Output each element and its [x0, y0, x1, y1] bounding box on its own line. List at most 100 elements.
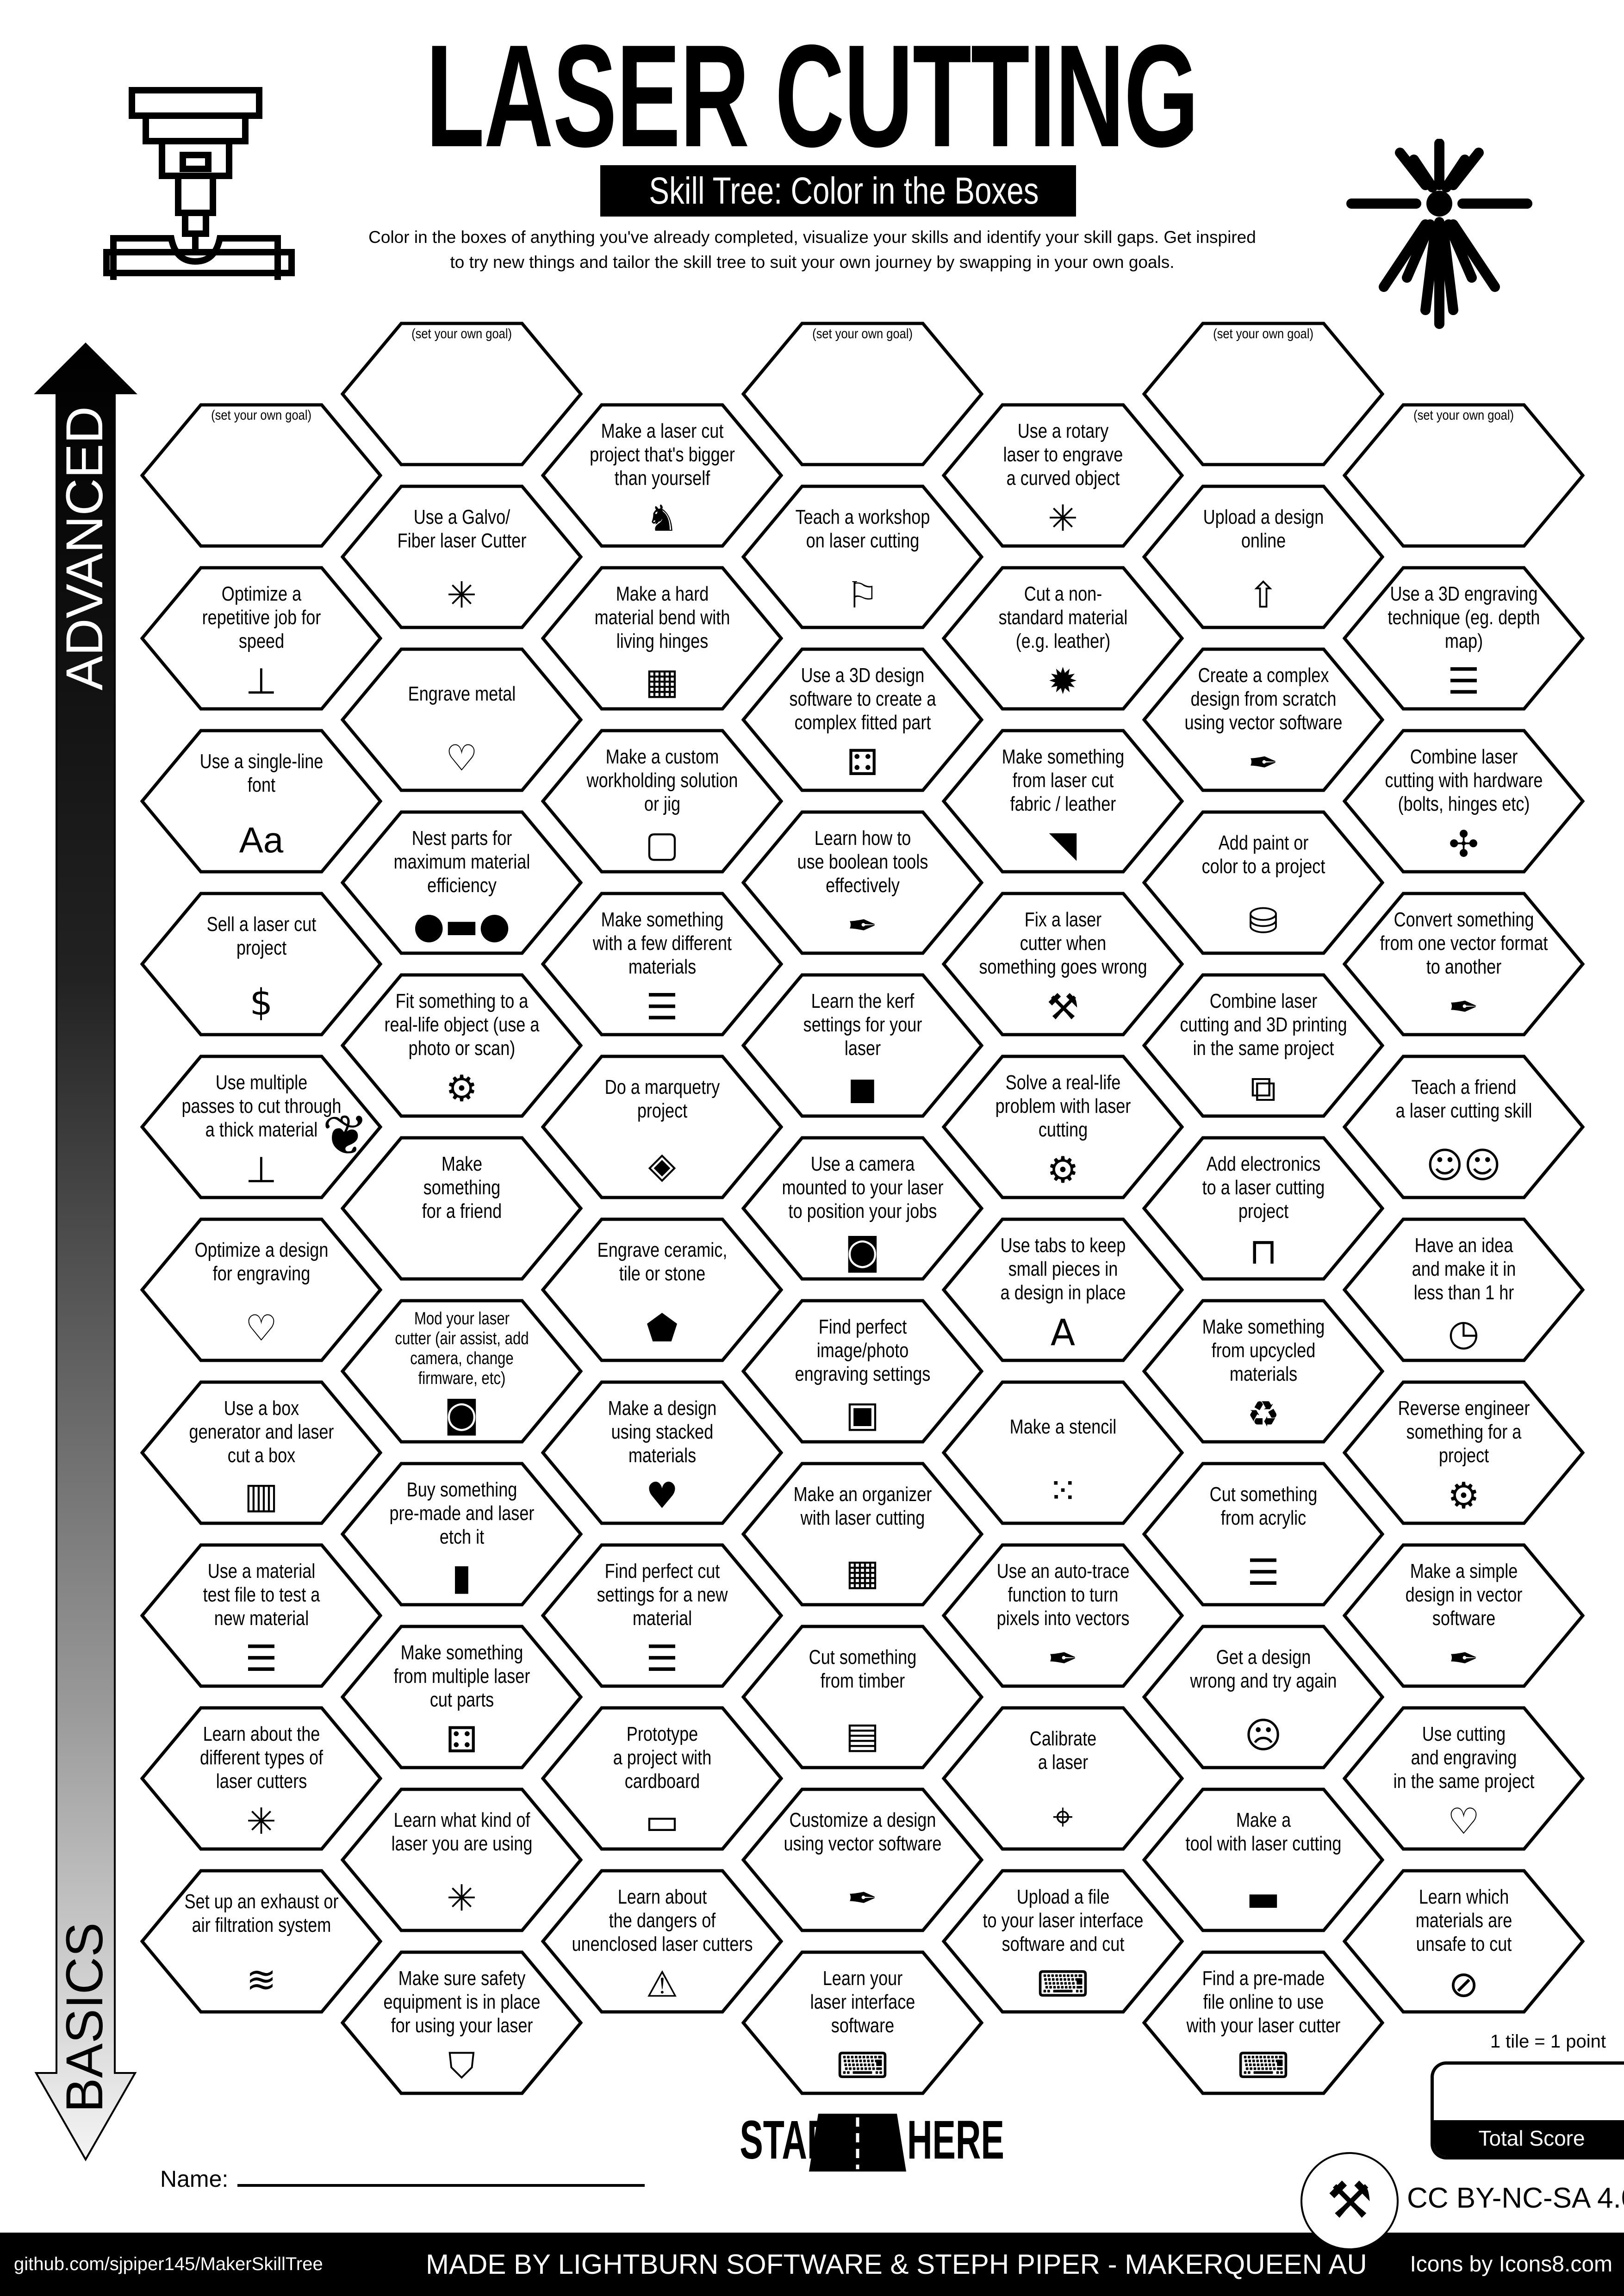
skill-tile[interactable]: Find perfect image/photo engraving setti… [741, 1299, 983, 1444]
skill-tile[interactable]: Learn which materials are unsafe to cut ⊘ [1343, 1869, 1585, 2014]
skill-tile[interactable]: Use a Galvo/ Fiber laser Cutter ✳ [341, 484, 583, 629]
skill-tile[interactable]: Make a simple design in vector software ✒ [1343, 1543, 1585, 1688]
skill-tile[interactable]: Cut something from timber ▤ [741, 1625, 983, 1769]
skill-tile[interactable]: Learn the kerf settings for your laser ◼ [741, 973, 983, 1118]
skill-tile[interactable]: Set up an exhaust or air filtration syst… [140, 1869, 382, 2014]
skill-tile[interactable]: Make something from upcycled materials ♻ [1142, 1299, 1384, 1444]
skill-tile[interactable]: Fit something to a real-life object (use… [341, 973, 583, 1118]
skill-tile[interactable]: Calibrate a laser ⌖ [942, 1706, 1184, 1851]
hex-outline [140, 566, 382, 711]
skill-tile[interactable]: Make something with a few different mate… [541, 892, 783, 1036]
total-score-box[interactable]: Total Score [1431, 2061, 1624, 2159]
skill-tile[interactable]: Cut a non- standard material (e.g. leath… [942, 566, 1184, 711]
skill-tile[interactable]: Add paint or color to a project ⛁ [1142, 810, 1384, 955]
money-bag-icon: $ [249, 982, 273, 1024]
skill-tile[interactable]: Use a rotary laser to engrave a curved o… [942, 403, 1184, 548]
skill-label: Use an auto-trace function to turn pixel… [996, 1560, 1129, 1630]
skill-tile[interactable]: Teach a workshop on laser cutting ⚐ [741, 484, 983, 629]
skill-tile[interactable]: Engrave ceramic, tile or stone ⬟ [541, 1217, 783, 1362]
skill-tile[interactable]: Mod your laser cutter (air assist, add c… [341, 1299, 583, 1444]
skill-tile[interactable]: Have an idea and make it in less than 1 … [1343, 1217, 1585, 1362]
marquetry-icon: ◈ [648, 1145, 676, 1186]
hex-outline [1142, 484, 1384, 629]
skill-tile-custom-goal[interactable]: (set your own goal) [741, 322, 983, 466]
skill-tile[interactable]: Make a stencil ⁙ [942, 1380, 1184, 1525]
skill-tile[interactable]: Add electronics to a laser cutting proje… [1142, 1136, 1384, 1281]
skill-tile[interactable]: Make a design using stacked materials ♥ [541, 1380, 783, 1525]
skill-tile[interactable]: Solve a real-life problem with laser cut… [942, 1055, 1184, 1199]
skill-tile[interactable]: Combine laser cutting and 3D printing in… [1142, 973, 1384, 1118]
skill-tile[interactable]: Customize a design using vector software… [741, 1787, 983, 1932]
skill-tile[interactable]: Use a material test file to test a new m… [140, 1543, 382, 1688]
organizer-icon: ▦ [845, 1552, 880, 1594]
burst-ray [1441, 155, 1470, 192]
skill-tile[interactable]: Use multiple passes to cut through a thi… [140, 1055, 382, 1199]
name-field[interactable] [237, 2184, 645, 2187]
skill-tile-custom-goal[interactable]: (set your own goal) [1142, 322, 1384, 466]
skill-tile[interactable]: Make a tool with laser cutting ▬ [1142, 1787, 1384, 1932]
skill-tile[interactable]: Make a laser cut project that's bigger t… [541, 403, 783, 548]
skill-tile-custom-goal[interactable]: (set your own goal) [341, 322, 583, 466]
skill-tile[interactable]: Learn your laser interface software ⌨ [741, 1950, 983, 2095]
skill-tile[interactable]: Make sure safety equipment is in place f… [341, 1950, 583, 2095]
skill-tile[interactable]: Optimize a repetitive job for speed ⊥ [140, 566, 382, 711]
github-link[interactable]: github.com/sjpiper145/MakerSkillTree [14, 2254, 323, 2274]
skill-tile[interactable]: Learn what kind of laser you are using ✳ [341, 1787, 583, 1932]
skill-tile[interactable]: Learn about the different types of laser… [140, 1706, 382, 1851]
hex-outline [741, 1950, 983, 2095]
skill-tile[interactable]: Make something for a friend ❦ [322, 1104, 583, 1281]
skill-tile[interactable]: Cut something from acrylic ☰ [1142, 1462, 1384, 1607]
skill-tile[interactable]: Make a custom workholding solution or ji… [541, 729, 783, 874]
skill-tile[interactable]: Use a 3D design software to create a com… [741, 647, 983, 792]
hex-outline [1343, 566, 1585, 711]
skill-tile[interactable]: Make something from multiple laser cut p… [341, 1625, 583, 1769]
skill-tile[interactable]: Engrave metal ♡ [341, 647, 583, 792]
warning-icon: ⚠ [646, 1964, 678, 2005]
skill-tile[interactable]: Convert something from one vector format… [1343, 892, 1585, 1036]
hex-outline [541, 729, 783, 874]
skill-tile[interactable]: Prototype a project with cardboard ▭ [541, 1706, 783, 1851]
skill-tile-custom-goal[interactable]: (set your own goal) [1343, 403, 1585, 548]
skill-tile[interactable]: Use tabs to keep small pieces in a desig… [942, 1217, 1184, 1362]
skill-label: Make something from upcycled materials [1202, 1316, 1325, 1385]
skill-tile[interactable]: Optimize a design for engraving ♡ [140, 1217, 382, 1362]
skill-tile[interactable]: Use an auto-trace function to turn pixel… [942, 1543, 1184, 1688]
skill-tile[interactable]: Find a pre-made file online to use with … [1142, 1950, 1384, 2095]
skill-tile[interactable]: Learn about the dangers of unenclosed la… [541, 1869, 783, 2014]
hex-outline [942, 1543, 1184, 1688]
skill-tile[interactable]: Sell a laser cut project $ [140, 892, 382, 1036]
skill-tile[interactable]: Learn how to use boolean tools effective… [741, 810, 983, 955]
skill-tile[interactable]: Get a design wrong and try again ☹ [1142, 1625, 1384, 1769]
skill-tile[interactable]: Create a complex design from scratch usi… [1142, 647, 1384, 792]
burst-ray [1448, 219, 1500, 292]
skill-tile[interactable]: Use a 3D engraving technique (eg. depth … [1343, 566, 1585, 711]
hex-outline [541, 892, 783, 1036]
hex-outline [341, 322, 583, 466]
hex-outline [942, 1380, 1184, 1525]
skill-tile[interactable]: Use a camera mounted to your laser to po… [741, 1136, 983, 1281]
skill-tile[interactable]: Buy something pre-made and laser etch it… [341, 1462, 583, 1607]
skill-tile[interactable]: Use cutting and engraving in the same pr… [1343, 1706, 1585, 1851]
skill-label: Make a stencil [1009, 1415, 1116, 1438]
skill-tile[interactable]: Fix a laser cutter when something goes w… [942, 892, 1184, 1036]
skill-tile[interactable]: Make an organizer with laser cutting ▦ [741, 1462, 983, 1607]
skill-tile[interactable]: Use a box generator and laser cut a box ▥ [140, 1380, 382, 1525]
skill-tile[interactable]: Upload a design online ⇧ [1142, 484, 1384, 629]
skill-tile-custom-goal[interactable]: (set your own goal) [140, 403, 382, 548]
skill-tile[interactable]: Use a single-line font Aa [140, 729, 382, 874]
skill-label: Mod your laser cutter (air assist, add c… [394, 1309, 529, 1388]
skill-tile[interactable]: Upload a file to your laser interface so… [942, 1869, 1184, 2014]
skill-label: Use a single-line font [199, 750, 323, 796]
skill-tile[interactable]: Do a marquetry project ◈ [541, 1055, 783, 1199]
skill-label: Prototype a project with cardboard [613, 1723, 711, 1793]
hex-outline [1142, 1950, 1384, 2095]
skill-tile[interactable]: Reverse engineer something for a project… [1343, 1380, 1585, 1525]
skill-tile[interactable]: Make a hard material bend with living hi… [541, 566, 783, 711]
skill-tile[interactable]: Teach a friend a laser cutting skill ☺☺ [1343, 1055, 1585, 1199]
leather-icon: ✹ [1047, 661, 1078, 702]
skill-tile[interactable]: Make something from laser cut fabric / l… [942, 729, 1184, 874]
skill-tile[interactable]: Nest parts for maximum material efficien… [341, 810, 583, 955]
skill-label: Make something from multiple laser cut p… [393, 1641, 530, 1711]
skill-tile[interactable]: Find perfect cut settings for a new mate… [541, 1543, 783, 1688]
skill-tile[interactable]: Combine laser cutting with hardware (bol… [1343, 729, 1585, 874]
